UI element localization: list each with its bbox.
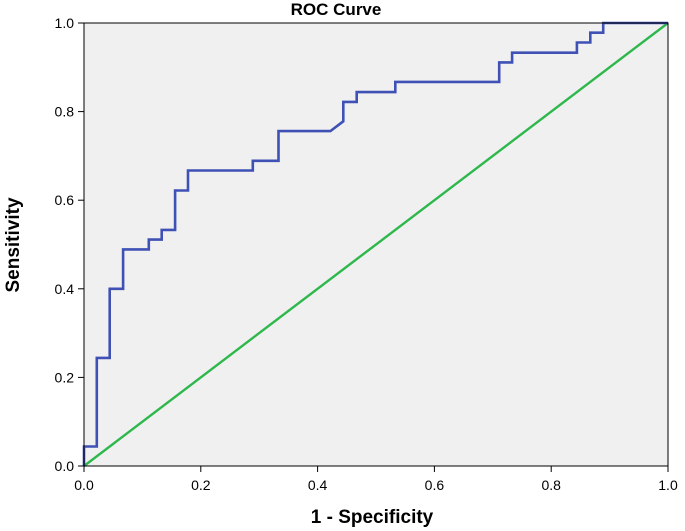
- y-tick-label: 0.2: [55, 369, 75, 385]
- x-tick-label: 0.6: [425, 477, 445, 493]
- ticks-layer: 0.0 0.2 0.4 0.6 0.8 1.0 0.0 0.2 0.4 0.6 0.8 1.0: [55, 15, 678, 493]
- x-tick-label: 0.8: [541, 477, 561, 493]
- y-tick-label: 0.8: [55, 104, 75, 120]
- x-axis-label: 1 - Specificity: [311, 507, 434, 528]
- y-tick-label: 0.4: [55, 281, 75, 297]
- x-tick-label: 0.4: [308, 477, 328, 493]
- y-axis-label: Sensitivity: [3, 197, 24, 292]
- x-tick-label: 0.0: [74, 477, 94, 493]
- chart-title: ROC Curve: [291, 0, 382, 19]
- y-tick-label: 0.0: [55, 458, 75, 474]
- x-tick-label: 1.0: [658, 477, 678, 493]
- x-tick-label: 0.2: [191, 477, 211, 493]
- y-tick-label: 1.0: [55, 15, 75, 31]
- reference-diagonal-line: [83, 22, 669, 467]
- series-layer: [82, 21, 669, 467]
- y-tick-label: 0.6: [55, 192, 75, 208]
- plot-frame: [83, 22, 669, 467]
- roc-curve-line: [82, 21, 668, 466]
